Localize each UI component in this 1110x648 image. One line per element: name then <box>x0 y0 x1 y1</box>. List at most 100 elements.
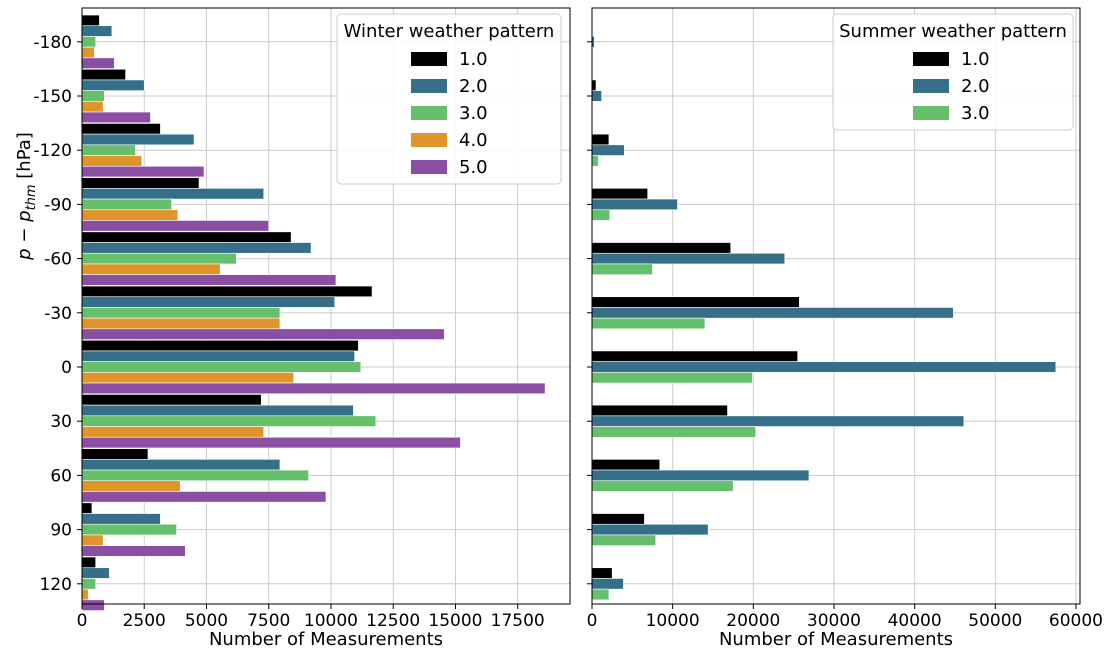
winter-bar-5-0-0 <box>81 382 546 395</box>
summer-y-ticks <box>587 41 592 585</box>
summer-bar-1-0--150 <box>591 79 597 91</box>
summer-bar-3-0-120 <box>591 588 610 601</box>
y-axis-label-unit: [hPa] <box>14 132 35 184</box>
winter-bar-1-0-90 <box>81 502 93 514</box>
summer-x-tick-label: 40000 <box>888 611 942 631</box>
summer-x-tick-label: 50000 <box>968 611 1022 631</box>
winter-bar-3-0--30 <box>81 307 281 319</box>
summer-legend-label-1-0: 1.0 <box>961 49 990 70</box>
winter-y-tick-label: 0 <box>61 358 72 378</box>
winter-bar-3-0-90 <box>81 523 177 536</box>
winter-bar-2-0--60 <box>81 242 312 254</box>
summer-bar-3-0--90 <box>591 209 611 221</box>
summer-bar-1-0--30 <box>591 296 800 308</box>
winter-bar-2-0-0 <box>81 350 355 362</box>
summer-x-tick-label: 10000 <box>646 611 700 631</box>
winter-bar-1-0--120 <box>81 123 161 135</box>
summer-legend-swatch-2-0 <box>913 79 949 93</box>
summer-x-axis-label: Number of Measurements <box>719 629 953 648</box>
winter-bar-2-0-60 <box>81 459 281 471</box>
winter-bar-4-0--150 <box>81 101 104 113</box>
winter-bar-2-0-120 <box>81 567 110 579</box>
summer-bar-2-0--120 <box>591 144 625 156</box>
winter-x-ticks: 0 2500 5000 7500 10000 12500 15000 17500 <box>77 604 545 631</box>
winter-x-tick-label: 0 <box>77 611 88 631</box>
winter-bar-3-0-30 <box>81 415 377 427</box>
winter-bar-5-0-30 <box>81 436 461 449</box>
winter-x-tick-label: 2500 <box>123 611 166 631</box>
winter-bar-2-0--120 <box>81 133 195 146</box>
winter-bar-1-0--30 <box>81 285 373 298</box>
winter-bar-4-0-120 <box>81 588 89 601</box>
winter-y-tick-label: 120 <box>40 575 72 595</box>
summer-bar-3-0--120 <box>591 155 599 167</box>
winter-bar-2-0--180 <box>81 25 113 37</box>
summer-legend-label-2-0: 2.0 <box>961 76 990 97</box>
summer-bar-3-0--30 <box>591 317 706 330</box>
winter-bar-4-0-30 <box>81 426 265 438</box>
winter-x-tick-label: 17500 <box>491 611 545 631</box>
winter-bar-4-0--90 <box>81 209 179 221</box>
winter-bar-5-0--30 <box>81 328 445 340</box>
summer-bar-1-0--60 <box>591 242 732 254</box>
y-axis-label-p: p <box>14 248 35 260</box>
winter-legend-swatch-2-0 <box>411 79 447 93</box>
winter-legend: Winter weather pattern 1.0 2.0 3.0 4.0 5.0 <box>336 13 562 185</box>
winter-x-axis-label: Number of Measurements <box>209 629 443 648</box>
winter-y-axis-label: p − pthm [hPa] <box>14 132 39 261</box>
summer-legend-title: Summer weather pattern <box>839 21 1067 42</box>
summer-bar-1-0--120 <box>591 133 610 146</box>
winter-y-tick-label: -30 <box>44 304 72 324</box>
summer-bar-1-0-0 <box>591 350 798 362</box>
summer-bar-2-0-120 <box>591 578 624 590</box>
winter-x-tick-label: 12500 <box>366 611 420 631</box>
winter-legend-title: Winter weather pattern <box>344 21 555 42</box>
winter-bar-3-0-60 <box>81 469 309 482</box>
winter-y-tick-label: -120 <box>33 141 72 161</box>
winter-bar-1-0-0 <box>81 339 359 352</box>
y-axis-label-p-thm: p <box>14 210 35 222</box>
summer-bar-1-0-30 <box>591 404 728 417</box>
summer-legend: Summer weather pattern 1.0 2.0 3.0 <box>832 13 1074 131</box>
winter-y-tick-label: 60 <box>50 466 72 486</box>
winter-bar-1-0--150 <box>81 68 126 81</box>
winter-bar-2-0-90 <box>81 513 161 525</box>
winter-legend-label-5-0: 5.0 <box>459 157 488 178</box>
winter-bar-5-0--60 <box>81 274 337 286</box>
winter-bar-1-0-120 <box>81 556 96 569</box>
summer-bar-3-0-30 <box>591 426 757 438</box>
winter-x-tick-label: 10000 <box>304 611 358 631</box>
winter-legend-label-2-0: 2.0 <box>459 76 488 97</box>
summer-bars <box>591 36 1057 601</box>
winter-legend-label-4-0: 4.0 <box>459 130 488 151</box>
y-axis-label-subscript: thm <box>24 184 39 210</box>
summer-bar-1-0--90 <box>591 188 648 200</box>
winter-legend-swatch-3-0 <box>411 106 447 120</box>
summer-x-tick-label: 0 <box>587 611 598 631</box>
summer-bar-2-0-90 <box>591 523 709 536</box>
summer-bar-3-0-60 <box>591 480 734 492</box>
winter-bar-1-0--90 <box>81 177 200 189</box>
summer-bar-3-0-0 <box>591 372 753 384</box>
winter-bar-4-0--120 <box>81 155 143 167</box>
winter-legend-swatch-1-0 <box>411 52 447 66</box>
summer-legend-label-3-0: 3.0 <box>961 103 990 124</box>
winter-chart: 0 2500 5000 7500 10000 12500 15000 17500 -180-1… <box>14 7 571 648</box>
summer-bar-3-0-90 <box>591 534 657 546</box>
summer-bar-2-0-0 <box>591 361 1057 373</box>
winter-legend-swatch-4-0 <box>411 133 447 147</box>
winter-bar-5-0-60 <box>81 491 327 503</box>
winter-y-tick-label: -90 <box>44 195 72 215</box>
winter-bar-3-0--90 <box>81 198 172 211</box>
winter-x-tick-label: 5000 <box>185 611 228 631</box>
winter-bar-3-0--60 <box>81 252 237 265</box>
winter-bar-1-0-60 <box>81 448 149 460</box>
summer-bar-2-0-30 <box>591 415 965 427</box>
winter-bar-4-0--180 <box>81 46 95 59</box>
winter-bar-1-0--60 <box>81 231 292 243</box>
summer-chart: 0 10000 20000 30000 40000 50000 60000 Number o… <box>587 7 1103 648</box>
winter-bar-2-0--90 <box>81 188 265 200</box>
winter-bar-1-0--180 <box>81 14 100 27</box>
summer-bar-1-0-90 <box>591 513 645 525</box>
